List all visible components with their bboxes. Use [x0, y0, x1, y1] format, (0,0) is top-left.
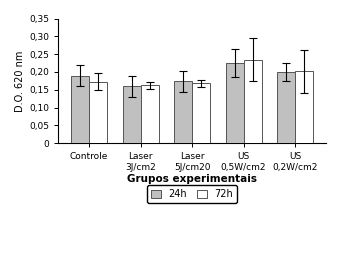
- Bar: [71, 76, 89, 143]
- Bar: [192, 83, 210, 143]
- Bar: [226, 63, 243, 143]
- Bar: [174, 81, 192, 143]
- Bar: [89, 81, 107, 143]
- Legend: 24h, 72h: 24h, 72h: [147, 186, 237, 203]
- Bar: [243, 60, 262, 143]
- Bar: [295, 71, 313, 143]
- Y-axis label: D.O. 620 nm: D.O. 620 nm: [15, 50, 25, 112]
- Bar: [140, 85, 159, 143]
- Bar: [122, 86, 140, 143]
- Bar: [277, 72, 295, 143]
- X-axis label: Grupos experimentais: Grupos experimentais: [127, 174, 257, 184]
